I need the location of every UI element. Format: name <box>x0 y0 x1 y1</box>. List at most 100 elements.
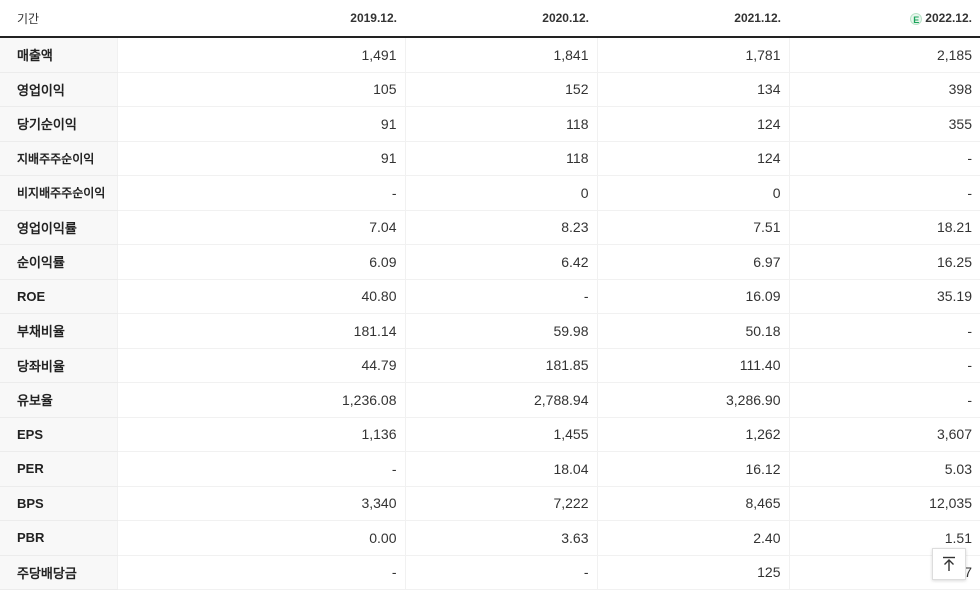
cell: 125 <box>596 554 789 590</box>
cell: 6.97 <box>596 244 789 280</box>
table-row: 영업이익률 7.04 8.23 7.51 18.21 <box>0 209 980 245</box>
cell: - <box>116 451 405 487</box>
period-header-label: 기간 <box>0 0 117 38</box>
cell: - <box>116 554 405 590</box>
table-row: 영업이익 105 152 134 398 <box>0 72 980 107</box>
table-row: 당좌비율 44.79 181.85 111.40- <box>0 348 980 383</box>
cell: 1,455 <box>404 416 597 452</box>
cell: 2,788.94 <box>404 382 597 418</box>
cell: 124 <box>596 106 789 142</box>
cell: 181.85 <box>404 348 597 383</box>
cell: 134 <box>596 72 789 107</box>
cell: 7,222 <box>404 486 597 521</box>
row-label-net-income: 당기순이익 <box>0 106 117 142</box>
period-header-2021: 2021.12. <box>597 0 789 38</box>
cell: 1,841 <box>404 37 597 73</box>
cell: 1,136 <box>116 416 405 452</box>
table-row: 지배주주순이익 91 118 124- <box>0 141 980 176</box>
cell: - <box>788 141 980 176</box>
cell: 1,262 <box>596 416 789 452</box>
cell: 3,340 <box>116 486 405 521</box>
cell: 111.40 <box>596 348 789 383</box>
cell: 44.79 <box>116 348 405 383</box>
table-row: 부채비율 181.14 59.98 50.18- <box>0 313 980 349</box>
cell: 6.09 <box>116 244 405 280</box>
estimate-badge-icon: E <box>910 12 923 25</box>
cell: 35.19 <box>788 279 980 314</box>
cell: 1,491 <box>116 37 405 73</box>
row-label-pbr: PBR <box>0 520 117 556</box>
row-label-reserve-ratio: 유보율 <box>0 382 117 418</box>
row-label-dps: 주당배당금 <box>0 554 117 590</box>
row-label-operating-margin: 영업이익률 <box>0 209 117 245</box>
cell: 3,286.90 <box>596 382 789 418</box>
cell: 0 <box>404 175 597 211</box>
cell: 7.51 <box>596 209 789 245</box>
table-row: BPS 3,340 7,222 8,465 12,035 <box>0 486 980 521</box>
row-label-bps: BPS <box>0 486 117 521</box>
cell: - <box>788 175 980 211</box>
cell: 118 <box>404 141 597 176</box>
row-label-non-controlling-net-income: 비지배주주순이익 <box>0 175 117 211</box>
cell: 16.09 <box>596 279 789 314</box>
cell: 7.04 <box>116 209 405 245</box>
cell: 124 <box>596 141 789 176</box>
cell: 1,236.08 <box>116 382 405 418</box>
cell: 91 <box>116 141 405 176</box>
table-row: 유보율 1,236.08 2,788.94 3,286.90- <box>0 382 980 418</box>
cell: 8,465 <box>596 486 789 521</box>
cell: - <box>788 382 980 418</box>
cell: 16.25 <box>788 244 980 280</box>
cell: 0 <box>596 175 789 211</box>
cell: - <box>788 348 980 383</box>
row-label-revenue: 매출액 <box>0 37 117 73</box>
period-header-2022-label: 2022.12. <box>925 11 972 25</box>
row-label-eps: EPS <box>0 416 117 452</box>
cell: 3.63 <box>404 520 597 556</box>
scroll-to-top-button[interactable] <box>932 548 966 580</box>
cell: 16.12 <box>596 451 789 487</box>
period-header-2019: 2019.12. <box>117 0 405 38</box>
cell: - <box>788 313 980 349</box>
period-header-2022: E 2022.12. <box>789 0 980 38</box>
cell: 50.18 <box>596 313 789 349</box>
table-header-row: 기간 2019.12. 2020.12. 2021.12. E 2022.12. <box>0 0 980 38</box>
cell: 3,607 <box>788 416 980 452</box>
cell: 181.14 <box>116 313 405 349</box>
table-row: ROE 40.80-16.09 35.19 <box>0 279 980 314</box>
cell: 2.40 <box>596 520 789 556</box>
cell: 6.42 <box>404 244 597 280</box>
table-row: 비지배주주순이익 -0 0- <box>0 175 980 211</box>
table-row: 주당배당금 - -125 7 <box>0 554 980 590</box>
row-label-roe: ROE <box>0 279 117 314</box>
cell: 18.21 <box>788 209 980 245</box>
table-row: 매출액 1,491 1,841 1,781 2,185 <box>0 37 980 73</box>
row-label-operating-profit: 영업이익 <box>0 72 117 107</box>
row-label-debt-ratio: 부채비율 <box>0 313 117 349</box>
cell: - <box>404 554 597 590</box>
cell: 91 <box>116 106 405 142</box>
cell: 2,185 <box>788 37 980 73</box>
period-header-2020: 2020.12. <box>405 0 597 38</box>
table-row: 순이익률 6.09 6.42 6.97 16.25 <box>0 244 980 280</box>
row-label-quick-ratio: 당좌비율 <box>0 348 117 383</box>
cell: - <box>404 279 597 314</box>
row-label-per: PER <box>0 451 117 487</box>
row-label-controlling-net-income: 지배주주순이익 <box>0 141 117 176</box>
table-row: PBR 0.00 3.63 2.40 1.51 <box>0 520 980 556</box>
table-row: EPS 1,136 1,455 1,262 3,607 <box>0 416 980 452</box>
cell: 5.03 <box>788 451 980 487</box>
cell: 18.04 <box>404 451 597 487</box>
cell: 398 <box>788 72 980 107</box>
cell: 152 <box>404 72 597 107</box>
cell: 0.00 <box>116 520 405 556</box>
cell: 12,035 <box>788 486 980 521</box>
cell: 40.80 <box>116 279 405 314</box>
cell: 105 <box>116 72 405 107</box>
row-label-net-margin: 순이익률 <box>0 244 117 280</box>
cell: 355 <box>788 106 980 142</box>
cell: - <box>116 175 405 211</box>
cell: 8.23 <box>404 209 597 245</box>
table-row: PER -18.04 16.12 5.03 <box>0 451 980 487</box>
